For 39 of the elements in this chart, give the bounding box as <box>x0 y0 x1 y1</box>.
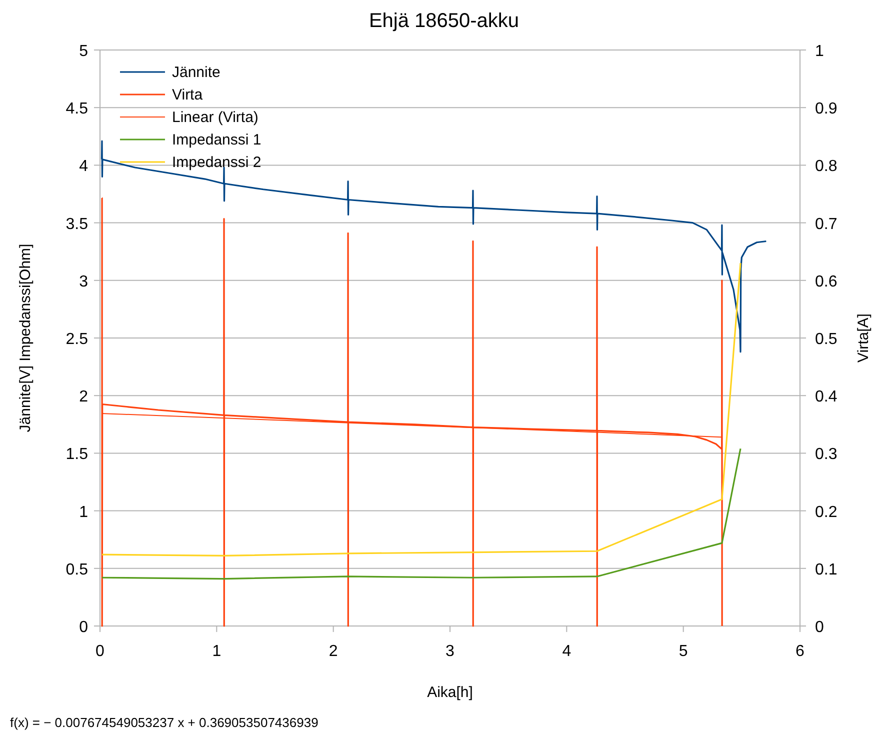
y2-axis-title: Virta[A] <box>855 314 872 362</box>
legend-label: Impedanssi 1 <box>172 132 262 148</box>
y-axis-title: Jännite[V] Impedanssi[Ohm] <box>17 244 34 432</box>
x-tick-label: 1 <box>212 643 222 660</box>
x-tick-label: 0 <box>96 643 105 660</box>
y-tick-label: 0 <box>79 619 88 636</box>
x-tick-label: 5 <box>678 643 688 660</box>
x-tick-label: 4 <box>562 643 572 660</box>
y2-tick-label: 0.3 <box>815 446 838 464</box>
y2-tick-label: 0.2 <box>815 504 838 521</box>
text: f(x) = − 0.007674549053237 x + 0.369053507436939 <box>10 715 318 730</box>
x-axis-title: Aika[h] <box>427 684 473 701</box>
y2-tick-label: 1 <box>815 43 824 60</box>
y-tick-label: 2 <box>79 388 88 406</box>
y-tick-label: 3 <box>79 273 88 290</box>
chart-title: Ehjä 18650-akku <box>368 10 520 32</box>
y-tick-label: 2.5 <box>66 331 88 348</box>
y2-tick-label: 0.1 <box>815 561 838 578</box>
y2-tick-label: 0.8 <box>815 158 838 176</box>
y-tick-label: 4 <box>79 158 88 176</box>
y-tick-label: 4.5 <box>66 100 88 118</box>
legend-label: Linear (Virta) <box>172 109 258 126</box>
legend-label: Impedanssi 2 <box>172 154 262 171</box>
legend-label: Jännite <box>172 64 220 81</box>
y2-tick-label: 0 <box>815 619 824 636</box>
x-tick-label: 6 <box>796 643 805 660</box>
legend-label: Virta <box>172 86 204 104</box>
y-tick-label: 1.5 <box>66 446 88 464</box>
y2-tick-label: 0.6 <box>815 273 838 290</box>
y-tick-label: 3.5 <box>66 216 88 233</box>
y2-tick-label: 0.7 <box>815 216 838 233</box>
y2-tick-label: 0.5 <box>815 331 838 348</box>
y2-tick-label: 0.9 <box>815 100 838 118</box>
y-tick-label: 1 <box>79 504 88 521</box>
y-tick-label: 5 <box>79 43 88 60</box>
y-tick-label: 0.5 <box>66 561 88 578</box>
y2-tick-label: 0.4 <box>815 388 838 406</box>
x-tick-label: 2 <box>328 643 338 660</box>
x-tick-label: 3 <box>446 643 455 660</box>
